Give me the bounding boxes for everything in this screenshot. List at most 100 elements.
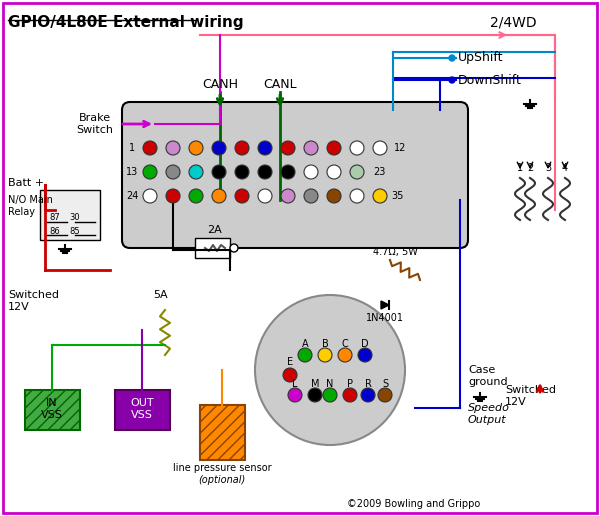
Bar (200, 405, 245, 460)
Text: N: N (326, 379, 334, 389)
Circle shape (378, 388, 392, 402)
Circle shape (288, 388, 302, 402)
Text: B: B (322, 339, 328, 349)
Circle shape (258, 165, 272, 179)
Circle shape (258, 189, 272, 203)
FancyBboxPatch shape (122, 102, 468, 248)
Text: A: A (302, 339, 308, 349)
Circle shape (255, 295, 405, 445)
Circle shape (281, 189, 295, 203)
Text: (optional): (optional) (199, 475, 245, 485)
Circle shape (373, 141, 387, 155)
Text: Output: Output (468, 415, 506, 425)
Circle shape (166, 189, 180, 203)
Text: 13: 13 (126, 167, 138, 177)
Text: 86: 86 (50, 228, 61, 236)
Circle shape (143, 165, 157, 179)
Text: R: R (365, 379, 371, 389)
Bar (195, 238, 230, 258)
Text: D: D (361, 339, 369, 349)
Circle shape (212, 189, 226, 203)
Text: Switched: Switched (8, 290, 59, 300)
Circle shape (143, 189, 157, 203)
Text: CANL: CANL (263, 78, 297, 91)
Text: 30: 30 (70, 214, 80, 222)
Text: 23: 23 (373, 167, 385, 177)
Text: L: L (292, 379, 298, 389)
Text: 1: 1 (129, 143, 135, 153)
Circle shape (373, 189, 387, 203)
Text: VSS: VSS (131, 410, 153, 420)
Text: E: E (287, 357, 293, 367)
Circle shape (283, 368, 297, 382)
Text: 2A: 2A (208, 225, 223, 235)
Circle shape (361, 388, 375, 402)
Text: 85: 85 (70, 228, 80, 236)
Text: GPIO/4L80E External wiring: GPIO/4L80E External wiring (8, 15, 244, 30)
Circle shape (143, 141, 157, 155)
Text: 87: 87 (50, 214, 61, 222)
Circle shape (350, 141, 364, 155)
Circle shape (327, 141, 341, 155)
Circle shape (281, 141, 295, 155)
Circle shape (189, 141, 203, 155)
Circle shape (449, 77, 455, 83)
Circle shape (318, 348, 332, 362)
Text: ©2009 Bowling and Grippo: ©2009 Bowling and Grippo (347, 499, 480, 509)
Text: Batt +: Batt + (8, 178, 44, 188)
Text: Speedo: Speedo (468, 403, 510, 413)
Text: 12V: 12V (8, 302, 30, 312)
Circle shape (230, 244, 238, 252)
Circle shape (166, 141, 180, 155)
Circle shape (298, 348, 312, 362)
Circle shape (189, 165, 203, 179)
Circle shape (358, 348, 372, 362)
Circle shape (350, 165, 364, 179)
Text: UpShift: UpShift (458, 52, 503, 64)
Text: 1: 1 (517, 163, 523, 173)
Text: Case: Case (468, 365, 495, 375)
Circle shape (258, 141, 272, 155)
Circle shape (304, 189, 318, 203)
Text: 2: 2 (527, 163, 533, 173)
Circle shape (235, 165, 249, 179)
Text: 5A: 5A (152, 290, 167, 300)
Text: OUT: OUT (130, 398, 154, 408)
Text: IN: IN (46, 398, 58, 408)
Text: C: C (341, 339, 349, 349)
Text: CANH: CANH (202, 78, 238, 91)
Text: 24: 24 (126, 191, 138, 201)
Circle shape (166, 165, 180, 179)
Text: 1N4001: 1N4001 (366, 313, 404, 323)
Text: M: M (311, 379, 319, 389)
Text: 12V: 12V (505, 397, 527, 407)
Circle shape (308, 388, 322, 402)
Text: 2/4WD: 2/4WD (490, 15, 536, 29)
Text: 3: 3 (545, 163, 551, 173)
Text: 4.7Ω, 5W: 4.7Ω, 5W (373, 247, 418, 257)
Bar (40, 190, 100, 240)
Text: Brake: Brake (79, 113, 111, 123)
Text: P: P (347, 379, 353, 389)
Circle shape (235, 189, 249, 203)
Circle shape (304, 165, 318, 179)
Circle shape (350, 189, 364, 203)
Text: 35: 35 (392, 191, 404, 201)
Text: Switched: Switched (505, 385, 556, 395)
Circle shape (189, 189, 203, 203)
Circle shape (323, 388, 337, 402)
Polygon shape (381, 301, 389, 309)
Text: ground: ground (468, 377, 508, 387)
Text: S: S (382, 379, 388, 389)
Circle shape (212, 165, 226, 179)
Circle shape (343, 388, 357, 402)
Text: Switch: Switch (77, 125, 113, 135)
Circle shape (281, 165, 295, 179)
Bar (25, 390, 80, 430)
Circle shape (235, 141, 249, 155)
Text: line pressure sensor: line pressure sensor (173, 463, 271, 473)
Circle shape (327, 165, 341, 179)
Circle shape (327, 189, 341, 203)
Bar (115, 390, 170, 430)
Text: VSS: VSS (41, 410, 63, 420)
